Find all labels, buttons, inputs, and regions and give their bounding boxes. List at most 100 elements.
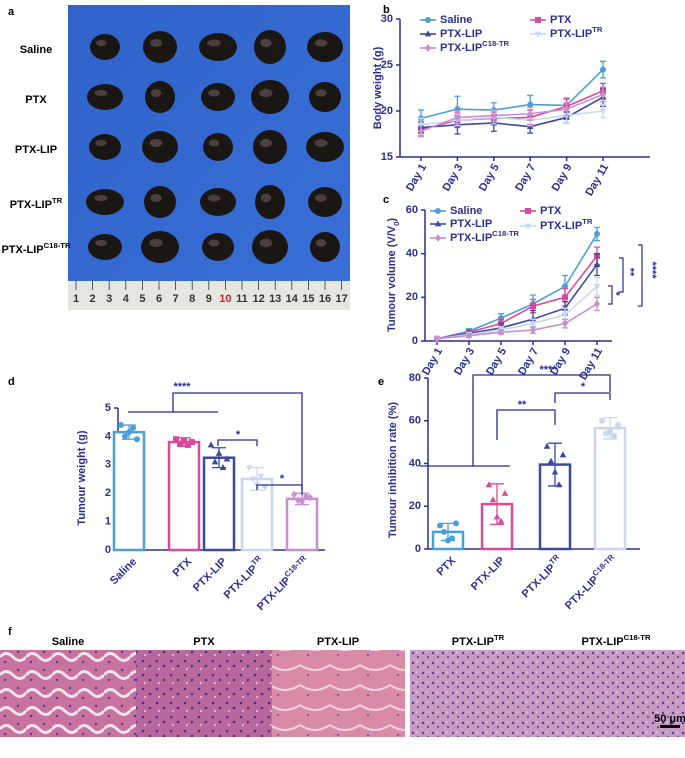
data-point xyxy=(529,321,537,328)
data-point xyxy=(437,522,443,529)
x-tick-label-part: PTX-LIP xyxy=(469,555,507,593)
data-point xyxy=(530,303,536,310)
tumour xyxy=(88,234,122,260)
tumour xyxy=(141,231,179,263)
ruler-label: 13 xyxy=(269,293,281,305)
data-point xyxy=(561,312,569,319)
x-tick-label-part: PTX xyxy=(171,555,195,579)
legend-marker xyxy=(535,17,541,23)
tumour-highlight xyxy=(149,239,163,247)
significance-bracket xyxy=(619,257,624,293)
significance-bracket xyxy=(638,244,643,307)
ruler-label: 6 xyxy=(156,293,162,305)
significance-bracket xyxy=(256,484,303,490)
y-tick-label: 0 xyxy=(415,543,421,555)
image-label-part: PTX-LIP xyxy=(581,636,623,648)
tumour-highlight xyxy=(95,239,107,247)
data-point xyxy=(207,441,215,448)
data-point xyxy=(118,422,124,429)
row-label-part: C18-TR xyxy=(44,241,71,250)
data-point xyxy=(562,294,568,301)
x-tick-label: Day 9 xyxy=(550,162,575,193)
data-point xyxy=(219,464,227,471)
legend-marker xyxy=(524,223,532,230)
bar xyxy=(593,426,627,551)
ruler-label: 1 xyxy=(73,293,79,305)
y-tick-label: 0 xyxy=(412,335,418,347)
data-point xyxy=(489,496,497,503)
image-label-part: Saline xyxy=(52,636,84,648)
image-label-part: TR xyxy=(494,633,505,642)
y-tick-label: 1 xyxy=(105,516,111,528)
data-point xyxy=(490,111,497,120)
significance-label: * xyxy=(280,473,285,485)
panel-letter: c xyxy=(383,194,389,206)
data-point xyxy=(441,528,447,535)
data-point xyxy=(611,432,617,439)
tumour-highlight xyxy=(315,194,327,202)
legend-label-part: TR xyxy=(582,217,593,226)
legend-label: PTX-LIPC18-TR xyxy=(450,229,520,244)
x-tick-label-part: Saline xyxy=(108,556,139,587)
legend-label: PTX xyxy=(540,205,562,217)
x-tick-label: PTX-LIP xyxy=(469,555,507,593)
data-point xyxy=(261,485,269,492)
x-tick-label-part: PTX-LIP xyxy=(255,575,293,613)
ruler-label: 2 xyxy=(90,293,96,305)
data-point xyxy=(563,105,570,114)
significance-label: ** xyxy=(624,268,636,277)
data-point xyxy=(134,436,140,443)
ruler-label: 8 xyxy=(189,293,195,305)
image-label: PTX-LIPC18-TR xyxy=(581,633,651,648)
tumour-highlight xyxy=(95,139,107,147)
row-label-part: TR xyxy=(52,196,63,205)
y-tick-label: 25 xyxy=(381,59,393,71)
x-tick-label-part: PTX-LIP xyxy=(563,574,601,612)
legend-label: PTX-LIPTR xyxy=(540,217,593,232)
tumour-highlight xyxy=(94,194,108,202)
series-line xyxy=(420,110,604,126)
data-point xyxy=(249,476,257,483)
series-line xyxy=(436,285,598,340)
data-point xyxy=(122,433,128,440)
bar xyxy=(285,497,319,552)
tumour-highlight xyxy=(259,238,273,248)
y-axis-title-part: Tumour volume (V/V xyxy=(386,225,398,332)
tumour-highlight xyxy=(150,194,162,202)
significance-label: **** xyxy=(646,261,658,279)
tumour xyxy=(309,82,341,112)
legend-label-part: PTX-LIP xyxy=(440,42,482,54)
data-point xyxy=(607,428,613,435)
tumour xyxy=(142,131,178,163)
tumour xyxy=(308,187,342,217)
tumour xyxy=(306,132,344,162)
image-label: Saline xyxy=(52,636,84,648)
data-point xyxy=(547,457,555,464)
tumour-highlight xyxy=(260,193,272,203)
x-tick-label: PTX-LIP xyxy=(191,556,229,594)
y-axis-title-part: Tumour weight (g) xyxy=(76,430,88,525)
bar xyxy=(240,477,274,552)
y-tick-label: 20 xyxy=(406,291,418,303)
tumour xyxy=(87,84,123,110)
ruler-label: 9 xyxy=(206,293,212,305)
image-label-part: PTX-LIP xyxy=(317,636,359,648)
data-point xyxy=(299,497,305,506)
data-point xyxy=(485,481,493,488)
legend-label-part: PTX-LIP xyxy=(450,232,492,244)
data-point xyxy=(593,284,601,291)
data-point xyxy=(454,113,461,122)
tumour xyxy=(254,30,286,64)
legend-label: PTX-LIP xyxy=(450,218,492,230)
significance-label: **** xyxy=(539,364,557,376)
ruler-label: 14 xyxy=(286,293,299,305)
x-tick-label: Day 3 xyxy=(440,162,465,193)
image-label: PTX-LIPTR xyxy=(452,633,505,648)
legend-label-part: PTX-LIP xyxy=(450,218,492,230)
data-point xyxy=(307,493,313,502)
series-line xyxy=(436,264,598,340)
x-tick-label-part: PTX-LIP xyxy=(520,562,558,600)
x-tick-label: Day 1 xyxy=(420,346,445,377)
legend-label: Saline xyxy=(440,14,472,26)
row-label: PTX xyxy=(25,94,47,106)
